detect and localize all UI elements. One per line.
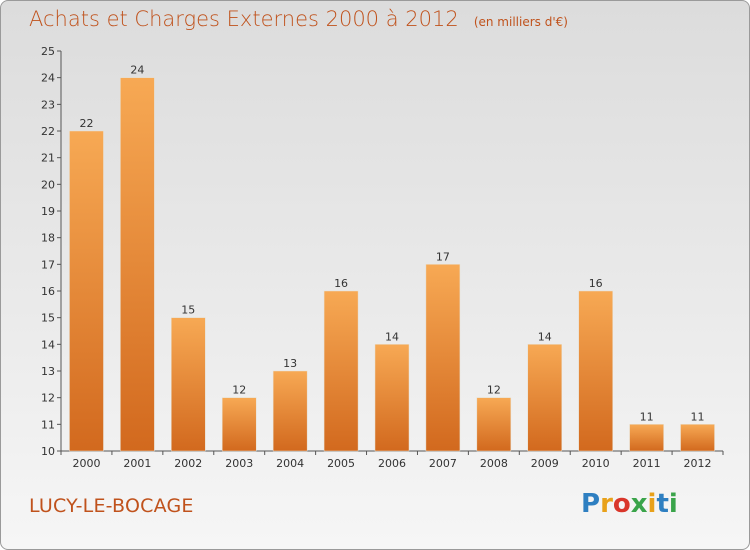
bar-2002 <box>171 317 206 452</box>
bar-2012 <box>680 424 715 452</box>
y-tick-label: 15 <box>41 312 55 325</box>
x-tick-label-2000: 2000 <box>72 457 100 470</box>
y-tick-label: 19 <box>41 205 55 218</box>
y-tick-label: 16 <box>41 285 55 298</box>
bars <box>69 77 715 452</box>
value-label-2011: 11 <box>640 410 654 423</box>
value-label-2009: 14 <box>538 330 552 343</box>
logo-letter: t <box>656 489 669 519</box>
logo-letter: o <box>612 489 631 519</box>
value-label-2005: 16 <box>334 277 348 290</box>
bar-2011 <box>629 424 664 452</box>
y-tick-label: 21 <box>41 152 55 165</box>
bar-2007 <box>425 264 461 452</box>
value-label-2004: 13 <box>283 357 297 370</box>
axes: 10 11 12 13 14 15 16 17 18 19 20 21 22 23 24 25 <box>41 45 724 458</box>
y-tick-label: 24 <box>41 72 55 85</box>
y-tick-label: 14 <box>41 338 55 351</box>
logo-letter: i <box>668 489 678 519</box>
logo-letter: P <box>581 489 601 519</box>
y-tick-label: 10 <box>41 445 55 458</box>
x-tick-label-2005: 2005 <box>327 457 355 470</box>
y-tick-label: 12 <box>41 392 55 405</box>
x-tick-label-2010: 2010 <box>582 457 610 470</box>
labels: 22 2000 24 2001 15 2002 12 2003 13 2004 16 2005 14 20… <box>72 64 711 470</box>
x-tick-label-2008: 2008 <box>480 457 508 470</box>
y-tick-label: 17 <box>41 258 55 271</box>
value-label-2008: 12 <box>487 384 501 397</box>
bar-2003 <box>221 397 257 452</box>
value-label-2007: 17 <box>436 250 450 263</box>
proxiti-logo: Proxiti <box>581 489 678 519</box>
x-tick-label-2002: 2002 <box>174 457 202 470</box>
chart-subtitle: (en milliers d'€) <box>473 15 568 29</box>
bar-2006 <box>374 344 410 452</box>
x-tick-label-2001: 2001 <box>123 457 151 470</box>
value-label-2012: 11 <box>691 410 705 423</box>
bar-2010 <box>578 290 613 452</box>
value-label-2001: 24 <box>130 64 144 77</box>
bar-2009 <box>527 344 563 452</box>
x-tick-label-2012: 2012 <box>684 457 712 470</box>
y-tick-label: 20 <box>41 178 55 191</box>
bar-2004 <box>272 370 308 452</box>
value-label-2003: 12 <box>232 384 246 397</box>
y-tick-label: 23 <box>41 98 55 111</box>
bar-2005 <box>323 290 359 452</box>
bar-2001 <box>120 77 155 452</box>
value-label-2006: 14 <box>385 330 399 343</box>
logo-letter: r <box>600 489 613 519</box>
bar-2008 <box>476 397 512 452</box>
value-label-2000: 22 <box>79 117 93 130</box>
y-tick-label: 13 <box>41 365 55 378</box>
x-tick-label-2006: 2006 <box>378 457 406 470</box>
commune-name: LUCY-LE-BOCAGE <box>29 495 194 517</box>
x-tick-label-2007: 2007 <box>429 457 457 470</box>
logo-letter: x <box>630 489 648 519</box>
value-label-2010: 16 <box>589 277 603 290</box>
y-tick-label: 11 <box>41 418 55 431</box>
bar-2000 <box>69 130 104 452</box>
title-row: Achats et Charges Externes 2000 à 2012 (… <box>29 7 568 31</box>
y-tick-label: 18 <box>41 232 55 245</box>
logo-letter: i <box>647 489 657 519</box>
x-tick-label-2009: 2009 <box>531 457 559 470</box>
y-tick-label: 22 <box>41 125 55 138</box>
value-label-2002: 15 <box>181 304 195 317</box>
x-tick-label-2004: 2004 <box>276 457 304 470</box>
chart-title: Achats et Charges Externes 2000 à 2012 <box>29 7 459 31</box>
x-tick-label-2011: 2011 <box>633 457 661 470</box>
x-tick-label-2003: 2003 <box>225 457 253 470</box>
y-tick-label: 25 <box>41 45 55 58</box>
